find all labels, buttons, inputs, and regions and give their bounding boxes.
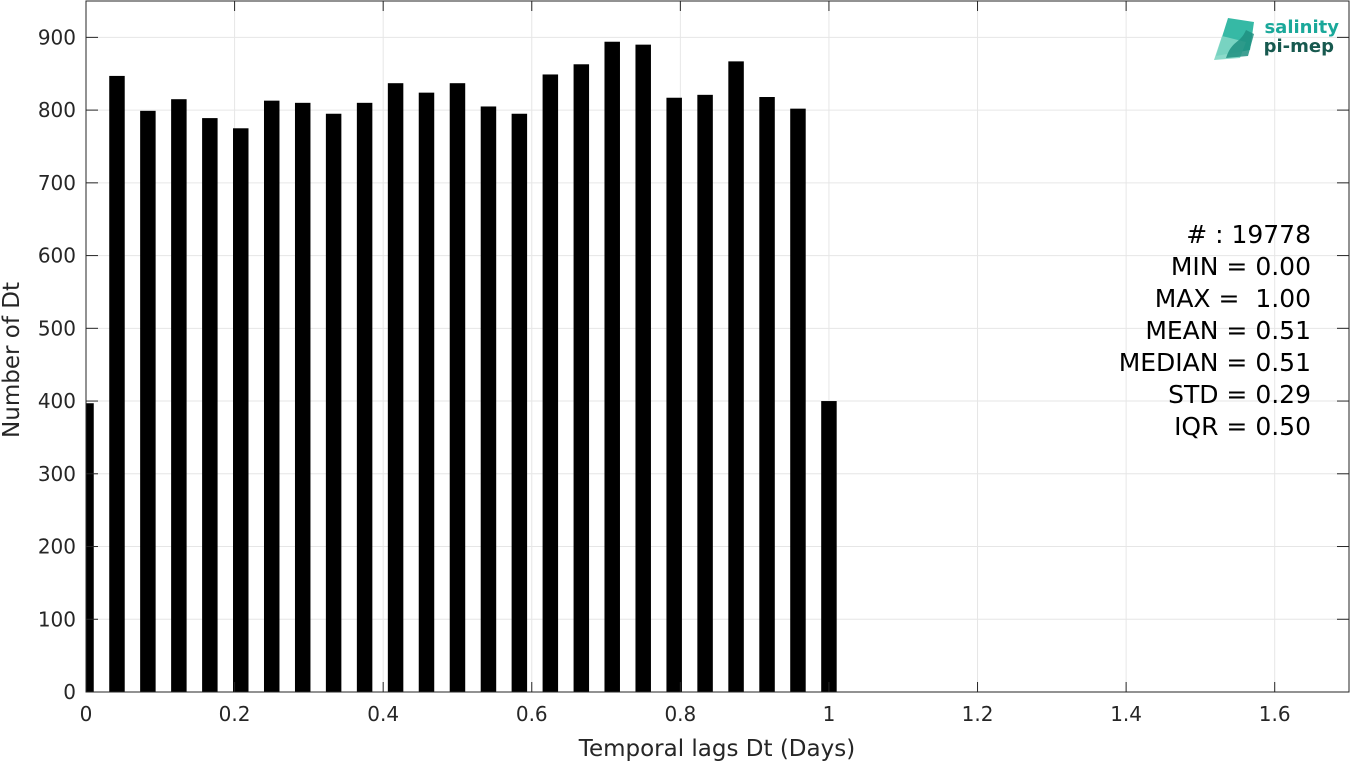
- x-tick-label: 0: [80, 702, 93, 726]
- histogram-bar: [325, 113, 342, 692]
- salinity-pimep-logo: salinity pi-mep: [1214, 17, 1339, 60]
- wave-logo-icon: [1214, 18, 1254, 60]
- stat-count: # : 19778: [1186, 220, 1311, 249]
- stat-median: MEDIAN = 0.51: [1119, 348, 1311, 377]
- logo-text-pimep: pi-mep: [1264, 36, 1334, 57]
- y-tick-label: 0: [63, 680, 76, 704]
- y-tick-label: 600: [38, 244, 76, 268]
- histogram-bar: [759, 97, 775, 692]
- histogram-bar: [728, 61, 744, 692]
- stat-iqr: IQR = 0.50: [1174, 412, 1311, 441]
- x-tick-label: 1.4: [1110, 702, 1142, 726]
- x-tick-label: 0.4: [367, 702, 399, 726]
- y-tick-label: 200: [38, 535, 76, 559]
- histogram-bar: [263, 100, 280, 692]
- histogram-bar: [294, 102, 311, 692]
- x-axis-label: Temporal lags Dt (Days): [578, 736, 855, 762]
- y-tick-label: 100: [38, 607, 76, 631]
- histogram-bar: [542, 74, 559, 692]
- y-axis-label: Number of Dt: [0, 282, 25, 438]
- ticks-layer: 0 0.2 0.4 0.6 0.8 1 1.2 1.4 1.6 0 100 200 300 400 500 6…: [38, 1, 1349, 726]
- histogram-bar: [697, 94, 713, 693]
- stat-max: MAX = 1.00: [1155, 284, 1311, 313]
- histogram-bar: [387, 83, 404, 693]
- y-tick-label: 300: [38, 462, 76, 486]
- histogram-bar: [480, 106, 497, 692]
- histogram-bar: [418, 92, 435, 692]
- stat-std: STD = 0.29: [1168, 380, 1311, 409]
- x-tick-label: 0.6: [516, 702, 548, 726]
- histogram-bar: [666, 97, 682, 693]
- bars-layer: [86, 41, 837, 693]
- histogram-bar: [233, 128, 249, 692]
- stat-min: MIN = 0.00: [1171, 252, 1311, 281]
- histogram-bar: [86, 403, 94, 692]
- histogram-bar: [635, 44, 651, 693]
- y-tick-label: 700: [38, 171, 76, 195]
- x-tick-label: 0.8: [664, 702, 696, 726]
- histogram-bar: [356, 102, 373, 692]
- y-tick-label: 800: [38, 98, 76, 122]
- stats-box: # : 19778 MIN = 0.00 MAX = 1.00 MEAN = 0…: [1119, 220, 1311, 441]
- x-tick-label: 1.2: [962, 702, 994, 726]
- y-tick-label: 500: [38, 316, 76, 340]
- x-tick-label: 1: [823, 702, 836, 726]
- histogram-bar: [449, 83, 466, 693]
- histogram-bar: [511, 113, 528, 692]
- histogram-bar: [171, 99, 187, 692]
- histogram-bar: [821, 401, 837, 692]
- x-tick-label: 0.2: [219, 702, 251, 726]
- histogram-bar: [573, 64, 590, 692]
- histogram-bar: [790, 108, 806, 693]
- histogram-bar: [109, 75, 125, 692]
- logo-text-salinity: salinity: [1264, 17, 1339, 38]
- histogram-bar: [604, 41, 620, 693]
- plot-area-frame: [85, 0, 1350, 693]
- stat-mean: MEAN = 0.51: [1145, 316, 1311, 345]
- y-tick-label: 900: [38, 25, 76, 49]
- y-tick-label: 400: [38, 389, 76, 413]
- histogram-bar: [140, 110, 156, 692]
- x-tick-label: 1.6: [1259, 702, 1291, 726]
- histogram-bar: [202, 118, 218, 692]
